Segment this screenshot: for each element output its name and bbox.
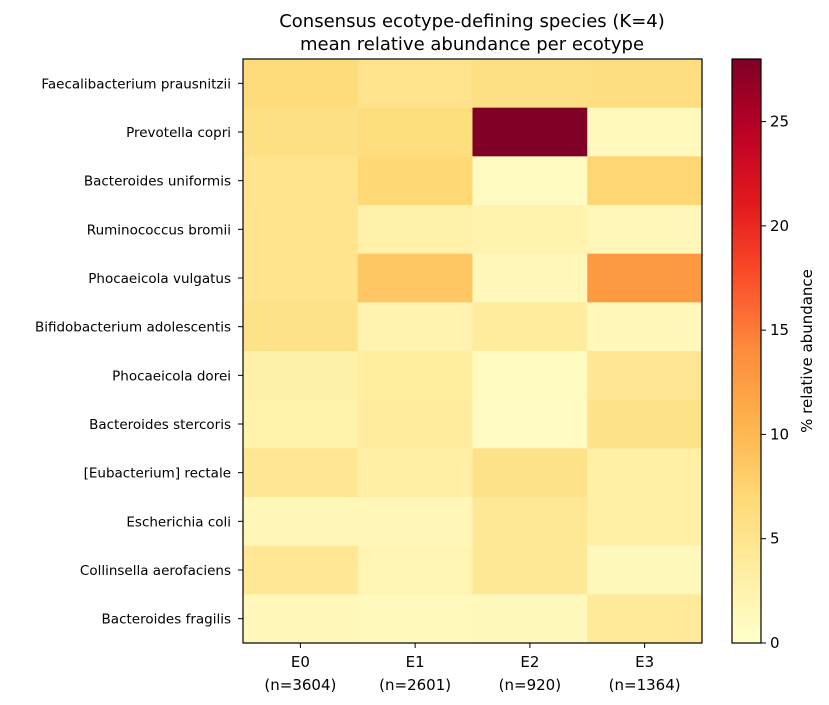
column-count-label: (n=3604): [264, 676, 336, 694]
heatmap-cell: [243, 253, 359, 303]
chart-title: Consensus ecotype-defining species (K=4): [279, 11, 665, 32]
heatmap-cell: [472, 205, 588, 255]
column-label: E0: [291, 653, 310, 671]
heatmap-cell: [243, 448, 359, 498]
heatmap-cell: [472, 302, 588, 352]
row-label: Escherichia coli: [126, 514, 231, 530]
row-label: Phocaeicola dorei: [112, 368, 231, 384]
heatmap-cell: [357, 253, 473, 303]
heatmap-cell: [472, 448, 588, 498]
heatmap-cell: [243, 545, 359, 595]
heatmap-cell: [587, 156, 703, 206]
heatmap-cell: [357, 594, 473, 644]
row-labels: Faecalibacterium prausnitzii Prevotella c…: [35, 76, 243, 628]
colorbar-label: % relative abundance: [798, 269, 816, 433]
heatmap-cell: [587, 59, 703, 109]
heatmap-cell: [243, 156, 359, 206]
row-label: Phocaeicola vulgatus: [88, 271, 231, 287]
heatmap-cell: [587, 545, 703, 595]
heatmap-cell: [587, 107, 703, 157]
column-label: E3: [635, 653, 654, 671]
row-label: Ruminococcus bromii: [87, 222, 231, 238]
heatmap-cell: [587, 594, 703, 644]
heatmap-cells: [243, 59, 703, 644]
column-count-label: (n=2601): [379, 676, 451, 694]
column-labels: E0 (n=3604) E1 (n=2601) E2 (n=920) E3 (n=1364): [264, 643, 681, 694]
heatmap-cell: [357, 156, 473, 206]
heatmap-cell: [357, 205, 473, 255]
heatmap-cell: [243, 497, 359, 547]
heatmap-cell: [357, 302, 473, 352]
colorbar-tick-label: 15: [770, 321, 789, 339]
heatmap-cell: [472, 59, 588, 109]
colorbar-tick-label: 0: [770, 634, 780, 652]
row-label: Faecalibacterium prausnitzii: [41, 76, 231, 92]
heatmap-cell: [587, 448, 703, 498]
heatmap-cell: [357, 497, 473, 547]
heatmap-cell: [587, 205, 703, 255]
colorbar: [731, 58, 762, 644]
heatmap-cell: [472, 594, 588, 644]
heatmap-cell: [472, 399, 588, 449]
column-count-label: (n=1364): [609, 676, 681, 694]
heatmap-cell: [472, 107, 588, 157]
heatmap-cell: [357, 545, 473, 595]
column-label: E1: [406, 653, 425, 671]
heatmap-cell: [587, 497, 703, 547]
column-count-label: (n=920): [499, 676, 561, 694]
heatmap-cell: [587, 351, 703, 401]
heatmap-cell: [472, 351, 588, 401]
heatmap-cell: [243, 205, 359, 255]
heatmap-cell: [357, 351, 473, 401]
heatmap-cell: [472, 497, 588, 547]
heatmap-cell: [587, 302, 703, 352]
chart-subtitle: mean relative abundance per ecotype: [300, 34, 644, 55]
colorbar-tick-label: 10: [770, 425, 789, 443]
column-label: E2: [520, 653, 539, 671]
heatmap-cell: [243, 399, 359, 449]
heatmap-cell: [472, 253, 588, 303]
colorbar-tick-label: 20: [770, 217, 789, 235]
heatmap-cell: [472, 545, 588, 595]
heatmap-cell: [357, 448, 473, 498]
heatmap-cell: [243, 59, 359, 109]
heatmap-cell: [587, 253, 703, 303]
heatmap-cell: [472, 156, 588, 206]
heatmap-cell: [243, 594, 359, 644]
colorbar-tick-label: 5: [770, 530, 780, 548]
row-label: Collinsella aerofaciens: [80, 563, 231, 579]
row-label: [Eubacterium] rectale: [84, 466, 231, 482]
heatmap-cell: [357, 59, 473, 109]
heatmap-cell: [243, 351, 359, 401]
plot-frame: [242, 58, 703, 644]
heatmap-cell: [587, 399, 703, 449]
row-label: Bacteroides stercoris: [89, 417, 231, 433]
colorbar-ticks: 0 5 10 15 20 25: [761, 113, 789, 652]
heatmap-cell: [357, 107, 473, 157]
colorbar-tick-label: 25: [770, 113, 789, 131]
heatmap-cell: [243, 107, 359, 157]
row-label: Bifidobacterium adolescentis: [35, 320, 231, 336]
heatmap-cell: [243, 302, 359, 352]
row-label: Bacteroides uniformis: [84, 174, 231, 190]
row-label: Bacteroides fragilis: [102, 612, 231, 628]
heatmap-cell: [357, 399, 473, 449]
row-label: Prevotella copri: [126, 125, 231, 141]
